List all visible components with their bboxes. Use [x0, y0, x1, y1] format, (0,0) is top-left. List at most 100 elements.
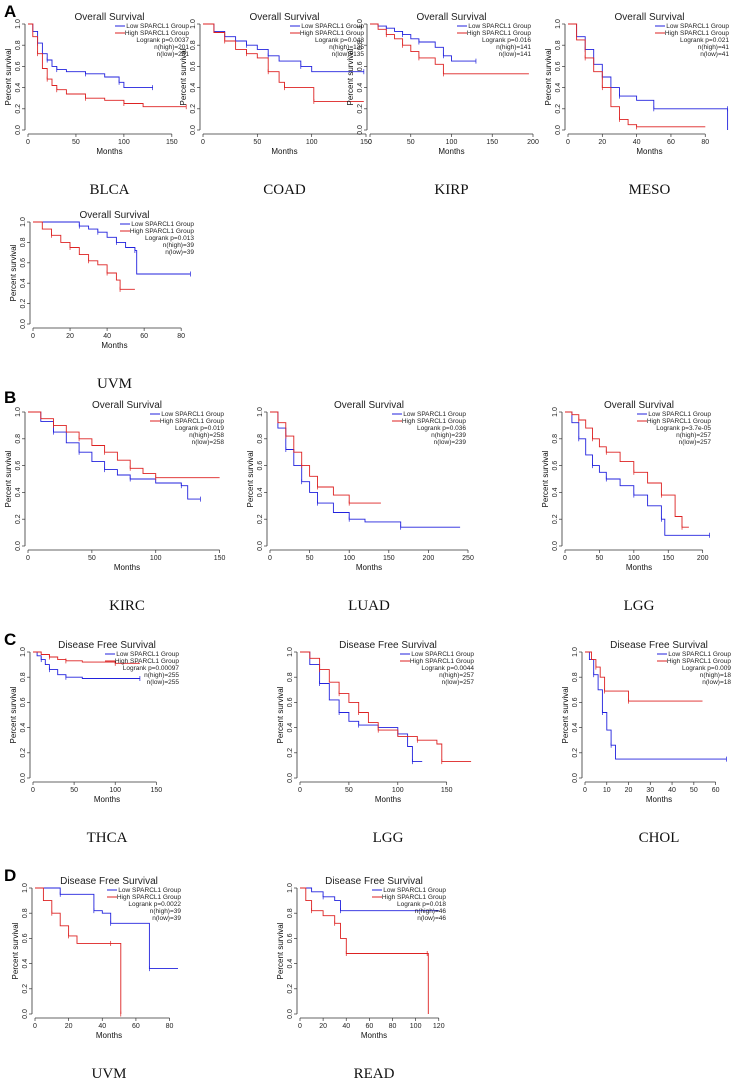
- y-tick-label: 0.4: [15, 83, 22, 93]
- legend-high-label: High SPARCL1 Group: [115, 658, 180, 665]
- plot-title: Disease Free Survival: [58, 640, 156, 651]
- plot-title: Disease Free Survival: [339, 640, 437, 651]
- x-tick-label: 60: [712, 787, 720, 794]
- km-plot-d-read: Disease Free Survival 0.0 0.2 0.4 0.6 0.8 1.0 0…: [272, 876, 456, 1064]
- x-tick-label: 150: [166, 139, 178, 146]
- km-plot-svg: Overall Survival 0.0 0.2 0.4 0.6 0.8 1.0 0 20 40 6…: [544, 12, 729, 156]
- y-tick-label: 0.6: [22, 933, 29, 943]
- x-tick-label: 0: [31, 333, 35, 340]
- km-plot-a-meso: Overall Survival 0.0 0.2 0.4 0.6 0.8 1.0 0 20 40 6…: [540, 12, 737, 180]
- km-curve-low: [300, 651, 423, 763]
- y-axis-label: Percent survival: [246, 450, 255, 507]
- y-tick-label: 1.0: [15, 19, 22, 29]
- y-tick-label: 0.0: [287, 773, 294, 783]
- y-tick-label: 1.0: [552, 407, 559, 417]
- x-tick-label: 0: [201, 139, 205, 146]
- x-tick-label: 0: [26, 139, 30, 146]
- x-tick-label: 100: [118, 139, 130, 146]
- x-tick-label: 0: [33, 1023, 37, 1030]
- legend-n-high: n(high)=39: [163, 242, 195, 249]
- x-tick-label: 100: [150, 555, 162, 562]
- legend-n-high: n(high)=201: [154, 44, 189, 51]
- y-tick-label: 0.8: [555, 40, 562, 50]
- y-tick-label: 0.4: [257, 487, 264, 497]
- y-axis-label: Percent survival: [276, 686, 285, 743]
- legend-n-high: n(high)=141: [496, 44, 531, 51]
- legend-low-label: Low SPARCL1 Group: [301, 23, 364, 30]
- y-axis-label: Percent survival: [346, 48, 355, 105]
- x-tick-label: 50: [72, 139, 80, 146]
- y-tick-label: 0.6: [15, 461, 22, 471]
- km-plot-svg: Overall Survival 0.0 0.2 0.4 0.6 0.8 1.0 0 50 100…: [346, 12, 539, 156]
- x-tick-label: 80: [166, 1023, 174, 1030]
- panel-letter-d: D: [4, 866, 17, 885]
- km-plot-c-thca: Disease Free Survival 0.0 0.2 0.4 0.6 0.8 1.0 0…: [5, 640, 189, 828]
- legend-n-low: n(low)=258: [192, 439, 225, 446]
- y-axis-label: Percent survival: [4, 48, 13, 105]
- x-tick-label: 50: [253, 139, 261, 146]
- x-tick-label: 50: [88, 555, 96, 562]
- km-plot-svg: Disease Free Survival 0.0 0.2 0.4 0.6 0.8 1.0 0…: [276, 640, 474, 804]
- x-tick-label: 200: [423, 555, 435, 562]
- legend-logrank: Logrank p=0.00097: [123, 665, 180, 672]
- km-curve-high: [33, 221, 135, 290]
- km-curve-low: [565, 411, 710, 536]
- x-axis-label: Months: [626, 563, 652, 572]
- legend-logrank: Logrank p=0.018: [397, 901, 446, 908]
- y-tick-label: 1.0: [15, 407, 22, 417]
- x-tick-label: 0: [563, 555, 567, 562]
- y-tick-label: 0.4: [357, 83, 364, 93]
- km-curve-low: [35, 887, 178, 970]
- km-curve-high: [300, 651, 472, 763]
- x-tick-label: 30: [646, 787, 654, 794]
- x-axis-label: Months: [101, 341, 127, 350]
- y-tick-label: 0.0: [552, 541, 559, 551]
- y-tick-label: 0.6: [555, 61, 562, 71]
- y-axis-label: Percent survival: [541, 450, 550, 507]
- km-curve-low: [300, 887, 439, 912]
- legend-high-label: High SPARCL1 Group: [382, 894, 447, 901]
- cancer-label: UVM: [96, 376, 132, 392]
- y-tick-label: 1.0: [357, 19, 364, 29]
- km-plot-svg: Overall Survival 0.0 0.2 0.4 0.6 0.8 1.0 0 50 100…: [4, 400, 226, 572]
- x-tick-label: 20: [319, 1023, 327, 1030]
- y-tick-label: 0.8: [552, 434, 559, 444]
- y-tick-label: 0.6: [287, 697, 294, 707]
- x-axis-label: Months: [94, 795, 120, 804]
- legend-logrank: Logrank p=0.021: [680, 37, 729, 44]
- y-tick-label: 0.8: [22, 908, 29, 918]
- y-tick-label: 0.2: [552, 514, 559, 524]
- x-tick-label: 150: [662, 555, 674, 562]
- y-tick-label: 0.2: [22, 984, 29, 994]
- km-curve-high: [28, 411, 220, 479]
- km-plot-a-coad: Overall Survival 0.0 0.2 0.4 0.6 0.8 1.0 0 50 100…: [175, 12, 374, 180]
- legend-high-label: High SPARCL1 Group: [130, 228, 195, 235]
- y-tick-label: 0.8: [572, 672, 579, 682]
- plot-title: Overall Survival: [74, 12, 144, 23]
- km-plot-svg: Overall Survival 0.0 0.2 0.4 0.6 0.8 1.0 0 50 100…: [246, 400, 474, 572]
- legend-logrank: Logrank p=0.048: [315, 37, 364, 44]
- x-axis-label: Months: [361, 1031, 387, 1040]
- y-tick-label: 0.6: [15, 61, 22, 71]
- legend-n-high: n(high)=257: [676, 432, 711, 439]
- legend-low-label: Low SPARCL1 Group: [411, 651, 474, 658]
- km-curve-high: [203, 23, 364, 102]
- km-plot-svg: Disease Free Survival 0.0 0.2 0.4 0.6 0.8 1.0 0…: [276, 876, 447, 1040]
- legend-high-label: High SPARCL1 Group: [467, 30, 532, 37]
- cancer-label: BLCA: [89, 182, 130, 198]
- x-axis-label: Months: [356, 563, 382, 572]
- x-tick-label: 0: [298, 787, 302, 794]
- legend-n-low: n(low)=135: [332, 51, 365, 58]
- plot-title: Disease Free Survival: [325, 876, 423, 887]
- km-plot-svg: Overall Survival 0.0 0.2 0.4 0.6 0.8 1.0 0 50 100…: [541, 400, 711, 572]
- cancer-label: CHOL: [638, 830, 680, 846]
- legend-n-low: n(low)=141: [499, 51, 532, 58]
- legend-n-low: n(low)=201: [157, 51, 190, 58]
- x-tick-label: 150: [150, 787, 162, 794]
- y-tick-label: 1.0: [287, 647, 294, 657]
- km-curve-low: [33, 651, 140, 679]
- x-tick-label: 50: [70, 787, 78, 794]
- x-tick-label: 80: [389, 1023, 397, 1030]
- y-tick-label: 0.8: [20, 672, 27, 682]
